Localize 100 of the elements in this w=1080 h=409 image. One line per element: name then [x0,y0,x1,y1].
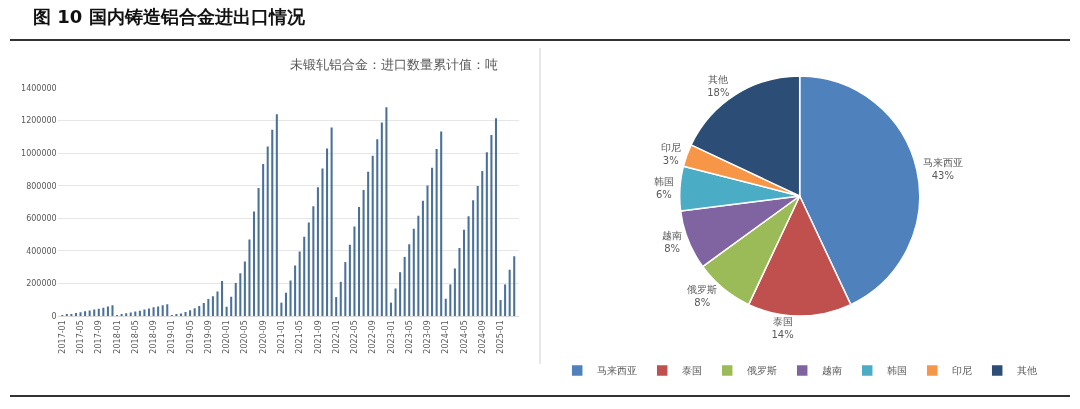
bar [449,284,452,316]
bar [243,261,246,316]
bar [476,186,479,316]
legend-label: 越南 [822,365,843,377]
slice-label: 泰国 [772,316,793,327]
x-tick-label: 2023-01 [386,320,396,354]
data-label: 3% [662,154,679,166]
bar [508,269,511,316]
bar [321,168,324,316]
bar [143,309,146,316]
x-tick-label: 2020-01 [222,320,232,354]
x-tick-label: 2024-09 [477,320,487,354]
bar [303,236,306,316]
x-tick-label: 2021-01 [277,320,286,354]
bar [298,251,301,316]
bar [504,284,507,316]
data-label: 8% [664,242,681,254]
bar [207,298,210,316]
x-tick-label: 2021-09 [313,320,323,354]
y-tick-label: 400000 [26,246,57,256]
bar [193,308,196,316]
bar [481,171,484,316]
bar [262,164,265,316]
slice-label: 其他 [708,74,729,86]
bar [348,244,351,316]
y-tick-label: 600000 [26,214,57,224]
bar [93,309,96,316]
data-label: 6% [656,189,672,201]
x-tick-label: 2019-05 [185,320,195,354]
bar [97,308,100,316]
bar [252,211,256,316]
bar [426,185,429,316]
x-tick-label: 2017-05 [76,320,86,354]
data-label: 8% [694,296,711,308]
slice-label: 印尼 [660,141,681,153]
bar [435,149,438,316]
bar [412,228,415,316]
y-tick-label: 200000 [26,279,57,289]
bar [289,280,292,316]
slice-label: 马来西亚 [922,157,963,169]
bar [257,187,260,316]
x-tick-label: 2023-05 [404,320,414,354]
data-label: 14% [771,329,794,340]
bar [312,206,315,316]
data-label: 18% [707,87,730,99]
y-tick-label: 1200000 [21,116,57,126]
bar [499,300,502,316]
bar [440,131,443,316]
legend-label: 印尼 [952,365,973,377]
bar [239,273,242,316]
bar [380,122,383,316]
x-tick-label: 2024-01 [441,320,451,354]
x-tick-label: 2017-01 [57,320,67,354]
bar [102,307,105,316]
bar [79,312,82,316]
bar [147,308,151,316]
bar [462,229,466,316]
bar [326,148,329,316]
x-tick-label: 2021-05 [295,320,305,354]
bar [184,312,187,316]
bar [70,313,73,316]
caption: 图 10 国内铸造铝合金进出口情况 [33,6,306,27]
bar [125,313,128,316]
x-tick-label: 2019-01 [167,320,177,354]
bar [266,146,269,316]
bar [394,288,397,316]
bar [307,222,310,316]
bar [367,171,370,316]
bar [467,216,470,316]
bar [403,256,406,316]
y-tick-label: 1000000 [21,148,57,158]
bar [198,305,201,316]
legend-label: 马来西亚 [597,365,638,377]
bar [84,311,87,316]
bar [138,310,141,316]
bar [157,306,160,316]
bar [344,262,347,316]
x-tick-label: 2022-09 [368,320,378,354]
bar [472,200,475,316]
bar [353,226,356,316]
bar [421,200,424,316]
bar [431,167,434,316]
slice-label: 越南 [662,229,683,241]
bar [444,298,447,316]
bar [230,296,233,316]
bar [330,127,333,316]
bar [453,268,456,316]
bar [408,244,411,316]
bar [490,134,493,316]
y-tick-label: 1400000 [21,83,57,93]
bar [189,310,192,316]
bar [385,107,388,316]
bar [389,302,392,316]
x-tick-label: 2024-05 [459,320,469,354]
bar [513,256,516,316]
x-tick-label: 2017-09 [94,320,104,354]
bar [458,247,461,316]
bar [248,239,251,316]
y-tick-label: 0 [51,311,57,321]
x-tick-label: 2018-01 [112,320,122,354]
